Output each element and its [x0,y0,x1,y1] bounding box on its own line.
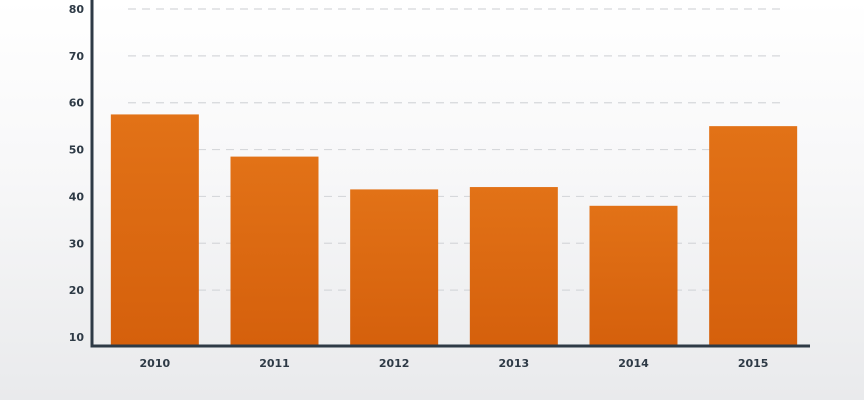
bar-2014 [589,205,678,346]
bar-2015 [709,126,798,347]
x-tick-label: 2011 [259,357,290,370]
bar-2010 [110,114,199,346]
y-tick-label: 60 [69,97,85,110]
x-axis-ticks: 2010 2011 2012 2013 2014 2015 [140,357,769,370]
x-tick-label: 2013 [499,357,530,370]
x-tick-label: 2010 [140,357,171,370]
bar-2012 [350,189,439,346]
bars [110,114,798,347]
bar-2011 [230,156,319,346]
y-tick-label: 80 [69,3,85,16]
y-tick-label: 70 [69,50,85,63]
y-tick-label: 20 [69,284,85,297]
x-tick-label: 2015 [738,357,769,370]
bar-2013 [469,187,558,346]
y-tick-label: 30 [69,237,85,250]
y-tick-label: 40 [69,190,85,203]
y-tick-label: 10 [69,331,85,344]
x-tick-label: 2014 [618,357,649,370]
y-tick-label: 50 [69,144,85,157]
x-tick-label: 2012 [379,357,410,370]
grid-lines [128,8,780,291]
y-axis-ticks: 10 20 30 40 50 60 70 80 [69,3,85,344]
